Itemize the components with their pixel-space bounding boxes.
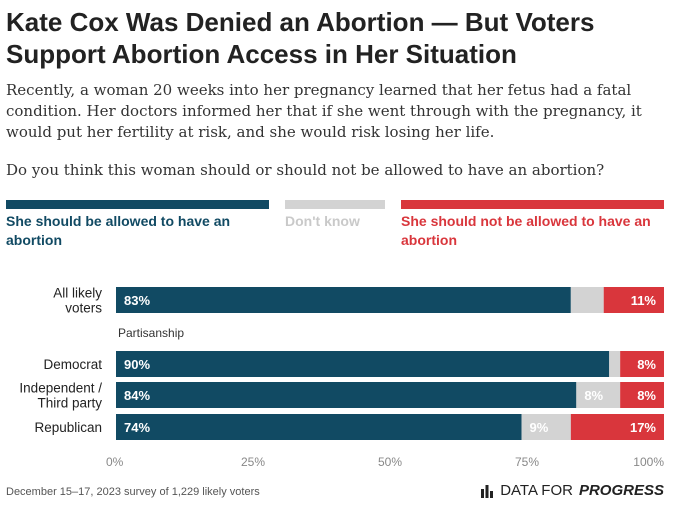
- legend-not-allowed: She should not be allowed to have an abo…: [401, 200, 664, 250]
- bar-segment: [620, 351, 664, 377]
- legend-dont-know: Don't know: [285, 200, 385, 231]
- legend-allowed: She should be allowed to have an abortio…: [6, 200, 269, 250]
- stacked-bar-chart: All likely voters Democrat Independent / Thi…: [19, 286, 664, 470]
- data-label: 17%: [630, 420, 656, 435]
- legend-swatch-dont-know: [285, 200, 385, 209]
- data-label: 8%: [584, 388, 603, 403]
- bar-segment: [116, 351, 610, 377]
- chart-subtitle: Recently, a woman 20 weeks into her preg…: [6, 81, 642, 141]
- data-label: 9%: [530, 420, 549, 435]
- bar-segment: [576, 382, 621, 408]
- legend-label-not-allowed: She should not be allowed to have an abo…: [401, 213, 651, 248]
- x-tick-label: 100%: [633, 455, 664, 469]
- brand-logo: DATA FOR PROGRESS: [480, 482, 664, 499]
- category-label-line: Independent /: [19, 381, 102, 396]
- bar-segment: [609, 351, 621, 377]
- bar-segment: [570, 287, 604, 313]
- category-label: All likely voters: [53, 286, 102, 316]
- legend-label-dont-know: Don't know: [285, 213, 360, 229]
- data-label: 8%: [637, 388, 656, 403]
- bar-segment: [116, 287, 571, 313]
- legend-swatch-allowed: [6, 200, 269, 209]
- survey-footnote: December 15–17, 2023 survey of 1,229 lik…: [6, 486, 260, 498]
- category-label-line: voters: [65, 301, 102, 316]
- category-label-line: All likely: [53, 286, 102, 301]
- legend-swatch-not-allowed: [401, 200, 664, 209]
- data-label: 74%: [124, 420, 150, 435]
- chart-title: Kate Cox Was Denied an Abortion — But Vo…: [6, 7, 595, 69]
- x-tick-label: 75%: [515, 455, 539, 469]
- bar-segment: [603, 287, 664, 313]
- bar-segment: [521, 414, 571, 440]
- brand-name: PROGRESS: [578, 482, 664, 499]
- bar-segment: [116, 414, 522, 440]
- data-label: 84%: [124, 388, 150, 403]
- survey-question: Do you think this woman should or should…: [6, 161, 605, 179]
- bar-segment: [570, 414, 664, 440]
- group-label: Partisanship: [118, 326, 184, 340]
- category-label-line: Republican: [34, 420, 102, 435]
- x-tick-label: 50%: [378, 455, 402, 469]
- bar-chart-icon: [481, 484, 494, 498]
- bar-segment: [620, 382, 664, 408]
- brand-prefix: DATA FOR: [500, 482, 573, 499]
- category-label: Independent / Third party: [19, 381, 102, 411]
- data-label: 90%: [124, 357, 150, 372]
- category-label-line: Third party: [37, 396, 102, 411]
- data-label: 8%: [637, 357, 656, 372]
- data-label: 83%: [124, 293, 150, 308]
- data-label: 11%: [631, 293, 657, 308]
- x-tick-label: 0%: [106, 455, 124, 469]
- category-label-line: Democrat: [43, 357, 102, 372]
- category-label: Republican: [34, 420, 102, 435]
- bar-segment: [116, 382, 577, 408]
- legend-label-allowed: She should be allowed to have an abortio…: [6, 213, 231, 248]
- category-label: Democrat: [43, 357, 102, 372]
- x-tick-label: 25%: [241, 455, 265, 469]
